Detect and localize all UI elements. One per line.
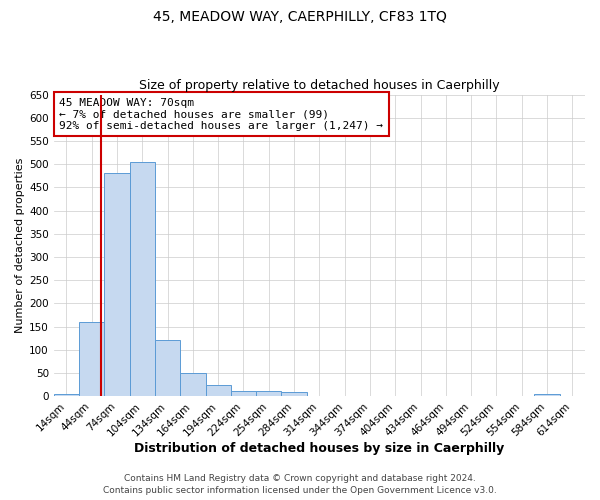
Text: 45 MEADOW WAY: 70sqm
← 7% of detached houses are smaller (99)
92% of semi-detach: 45 MEADOW WAY: 70sqm ← 7% of detached ho… <box>59 98 383 131</box>
Bar <box>54 394 79 396</box>
Bar <box>206 384 231 396</box>
Bar <box>281 392 307 396</box>
Bar <box>256 392 281 396</box>
Text: Contains HM Land Registry data © Crown copyright and database right 2024.
Contai: Contains HM Land Registry data © Crown c… <box>103 474 497 495</box>
Y-axis label: Number of detached properties: Number of detached properties <box>15 158 25 333</box>
Bar <box>79 322 104 396</box>
Text: 45, MEADOW WAY, CAERPHILLY, CF83 1TQ: 45, MEADOW WAY, CAERPHILLY, CF83 1TQ <box>153 10 447 24</box>
Bar <box>535 394 560 396</box>
Bar <box>130 162 155 396</box>
Bar <box>231 390 256 396</box>
Bar <box>155 340 180 396</box>
Title: Size of property relative to detached houses in Caerphilly: Size of property relative to detached ho… <box>139 79 500 92</box>
X-axis label: Distribution of detached houses by size in Caerphilly: Distribution of detached houses by size … <box>134 442 505 455</box>
Bar <box>104 174 130 396</box>
Bar <box>180 373 206 396</box>
